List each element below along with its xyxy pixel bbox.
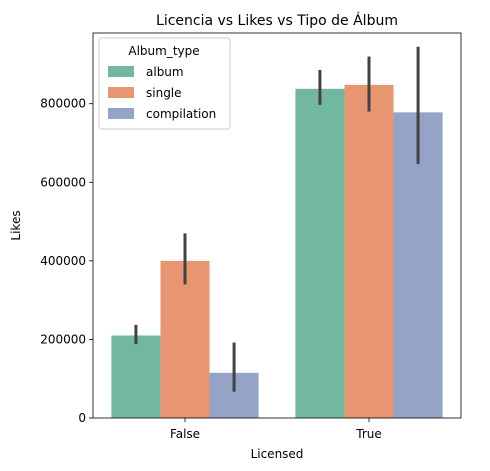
y-tick-label: 0 <box>78 411 86 425</box>
legend-swatch-album <box>108 66 134 77</box>
x-axis-label: Licensed <box>251 447 304 461</box>
chart-title: Licencia vs Likes vs Tipo de Álbum <box>156 12 398 29</box>
bar-single-false <box>160 260 210 418</box>
bar-album-false <box>111 335 161 418</box>
bar-album-true <box>295 88 345 418</box>
legend-label-compilation: compilation <box>146 107 216 121</box>
y-tick-label: 800000 <box>40 97 86 111</box>
y-tick-label: 400000 <box>40 254 86 268</box>
y-tick-label: 200000 <box>40 332 86 346</box>
legend: Album_type album single compilation <box>98 37 231 130</box>
bars-layer <box>111 84 443 419</box>
legend-swatch-compilation <box>108 108 134 119</box>
legend-swatch-single <box>108 87 134 98</box>
x-tick-label: True <box>355 427 382 441</box>
bar-single-true <box>344 84 394 419</box>
legend-label-album: album <box>146 65 184 79</box>
y-axis-ticks: 0 200000 400000 600000 800000 <box>40 97 93 425</box>
plot-frame <box>92 32 462 419</box>
x-tick-label: False <box>170 427 200 441</box>
x-axis-ticks: False True <box>170 418 382 441</box>
y-tick-label: 600000 <box>40 175 86 189</box>
legend-label-single: single <box>146 86 182 100</box>
error-bars-layer <box>134 46 420 392</box>
legend-box <box>98 37 231 130</box>
y-axis-label: Likes <box>9 210 23 240</box>
legend-title: Album_type <box>128 44 199 58</box>
legend-items: album single compilation <box>108 65 216 121</box>
